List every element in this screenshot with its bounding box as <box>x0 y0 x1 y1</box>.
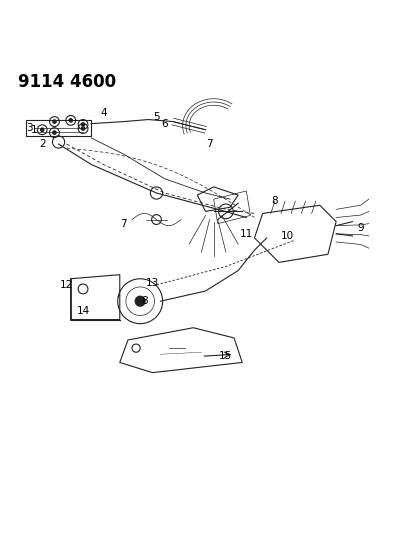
Circle shape <box>69 119 72 122</box>
Circle shape <box>81 127 85 130</box>
Text: 7: 7 <box>120 219 127 229</box>
Text: 8: 8 <box>272 196 278 206</box>
Text: 1: 1 <box>31 125 37 135</box>
Text: 9: 9 <box>357 223 364 233</box>
Circle shape <box>135 296 145 306</box>
Text: 7: 7 <box>206 139 213 149</box>
Text: 9114 4600: 9114 4600 <box>18 72 116 91</box>
Text: 6: 6 <box>162 119 168 128</box>
Circle shape <box>41 128 44 131</box>
Text: 8: 8 <box>141 296 148 306</box>
Text: 14: 14 <box>76 306 90 317</box>
Text: 13: 13 <box>146 278 159 288</box>
Text: 4: 4 <box>100 108 107 118</box>
Text: 2: 2 <box>39 139 46 149</box>
Circle shape <box>53 120 56 123</box>
Circle shape <box>53 131 56 134</box>
Text: 15: 15 <box>219 351 233 361</box>
Text: 5: 5 <box>153 112 160 123</box>
Circle shape <box>81 123 85 126</box>
Text: 3: 3 <box>27 123 33 133</box>
Text: 10: 10 <box>281 231 294 241</box>
Text: 11: 11 <box>240 229 253 239</box>
Text: 12: 12 <box>60 280 73 290</box>
